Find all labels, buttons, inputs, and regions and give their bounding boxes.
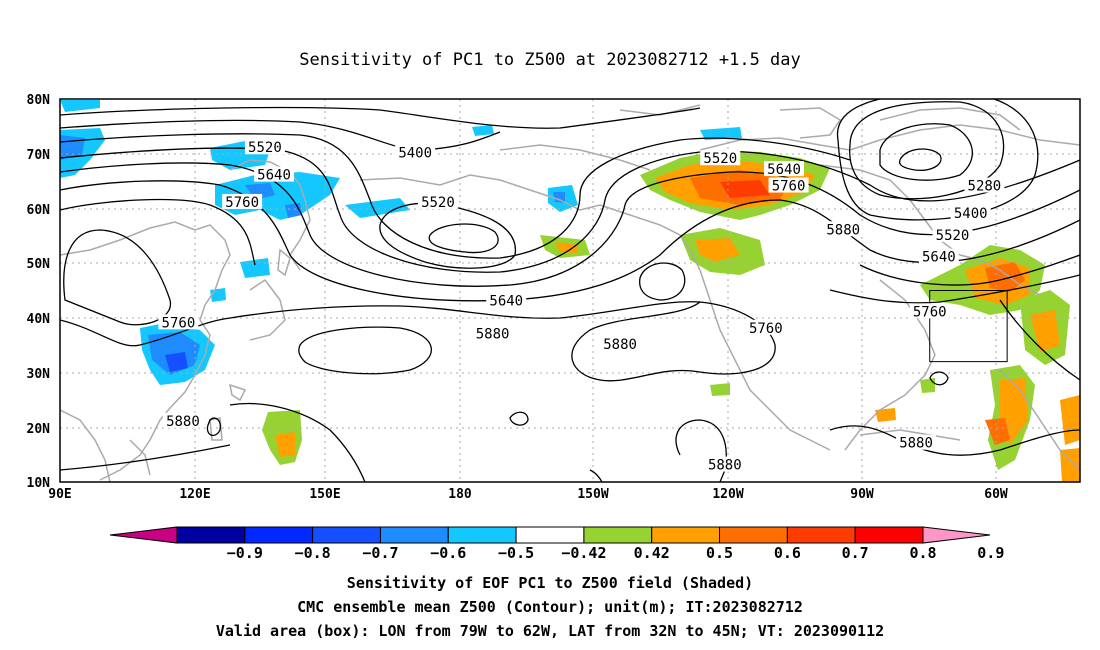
contour-label-bg: [472, 325, 513, 341]
colorbar-labels: −0.9 −0.8 −0.7 −0.6 −0.5 −0.42 0.42 0.5 0.6 0.7 0.…: [227, 544, 1005, 562]
contour-label-bg: [964, 177, 1005, 193]
lat-label-60n: 60N: [27, 203, 51, 218]
colorbar-tick-label: 0.5: [706, 544, 733, 562]
colorbar-segment: [379, 526, 449, 544]
lat-label-40n: 40N: [27, 312, 51, 327]
contour-label: 5760: [749, 321, 783, 337]
lat-label-80n: 80N: [27, 93, 51, 108]
contour-label-bg: [768, 177, 809, 193]
lon-label-120w: 120W: [712, 487, 743, 502]
colorbar-segment: [176, 526, 246, 544]
colorbar-segment: [583, 526, 653, 544]
contour-label: 5760: [913, 304, 947, 320]
colorbar-tick-label: −0.5: [498, 544, 534, 562]
contour-label-bg: [158, 314, 199, 330]
lon-label-90e: 90E: [48, 487, 71, 502]
colorbar-tick-label: 0.42: [634, 544, 670, 562]
colorbar-segment: [515, 526, 585, 544]
caption-contour: CMC ensemble mean Z500 (Contour); unit(m…: [297, 598, 803, 616]
contour-label-bg: [222, 193, 263, 209]
lat-label-10n: 10N: [27, 476, 51, 491]
contour-label: 5880: [603, 337, 637, 353]
contour-label-bg: [417, 193, 458, 209]
contour-label-bg: [909, 303, 950, 319]
lat-label-50n: 50N: [27, 257, 51, 272]
caption-shading: Sensitivity of EOF PC1 to Z500 field (Sh…: [346, 574, 754, 592]
contour-label-bg: [486, 292, 527, 308]
colorbar-tick-label: 0.8: [909, 544, 936, 562]
lon-label-180: 180: [448, 487, 472, 502]
colorbar: [109, 526, 991, 544]
contour-label-bg: [162, 412, 203, 428]
lon-label-150w: 150W: [577, 487, 608, 502]
contour-label-bg: [745, 319, 786, 335]
colorbar-tick-label: −0.8: [295, 544, 331, 562]
colorbar-tick-label: 0.9: [977, 544, 1004, 562]
lon-label-60w: 60W: [984, 487, 1008, 502]
colorbar-tick-label: 0.6: [774, 544, 801, 562]
contour-label: 5400: [954, 206, 988, 222]
colorbar-segment: [786, 526, 856, 544]
colorbar-high-extension: [922, 526, 991, 544]
lat-label-30n: 30N: [27, 367, 51, 382]
contour-label-bg: [918, 248, 959, 264]
lat-label-20n: 20N: [27, 422, 51, 437]
longitude-labels: 90E 120E 150E 180 150W 120W 90W 60W: [48, 487, 1008, 502]
contour-label-bg: [896, 434, 937, 450]
contour-label-bg: [932, 226, 973, 242]
colorbar-tick-label: 0.7: [842, 544, 869, 562]
contour-label: 5400: [398, 146, 432, 162]
contour-label: 5880: [826, 222, 860, 238]
colorbar-segment: [719, 526, 788, 544]
lat-label-70n: 70N: [27, 148, 51, 163]
contour-label: 5760: [225, 195, 259, 211]
contour-label: 5880: [476, 326, 510, 342]
z500-contours: [60, 99, 1080, 482]
colorbar-tick-label: −0.6: [430, 544, 466, 562]
sensitivity-shading: [60, 100, 1080, 482]
contour-label-bg: [704, 456, 745, 472]
contour-label-bg: [600, 336, 641, 352]
lon-label-150e: 150E: [309, 487, 340, 502]
colorbar-segment: [651, 526, 721, 544]
colorbar-segment: [854, 526, 924, 544]
lon-label-120e: 120E: [179, 487, 210, 502]
contour-label: 5640: [489, 293, 523, 309]
contour-label-bg: [764, 161, 805, 177]
contour-label: 5880: [166, 414, 200, 430]
contour-label-bg: [254, 166, 295, 182]
contour-label: 5280: [968, 179, 1002, 195]
caption-valid-area: Valid area (box): LON from 79W to 62W, L…: [215, 622, 885, 640]
map-frame: [59, 98, 1081, 483]
contour-label-bg: [395, 144, 436, 160]
contour-label: 5760: [772, 179, 806, 195]
lon-label-90w: 90W: [850, 487, 874, 502]
latitude-labels: 80N 70N 60N 50N 40N 30N 20N 10N: [27, 93, 51, 491]
colorbar-low-extension: [109, 526, 178, 544]
colorbar-segment: [312, 526, 381, 544]
contour-label: 5640: [767, 162, 801, 178]
contour-label: 5520: [421, 195, 455, 211]
contour-label: 5520: [248, 140, 282, 156]
colorbar-tick-label: −0.42: [561, 544, 606, 562]
colorbar-tick-label: −0.9: [227, 544, 263, 562]
contour-label: 5760: [162, 315, 196, 331]
contour-label-bg: [823, 221, 864, 237]
map-title: Sensitivity of PC1 to Z500 at 2023082712…: [299, 50, 801, 70]
contour-label: 5640: [257, 168, 291, 184]
contour-label: 5520: [703, 151, 737, 167]
contour-label: 5880: [708, 458, 742, 474]
contour-label-bg: [950, 204, 991, 220]
colorbar-segment: [244, 526, 314, 544]
contour-label: 5880: [899, 436, 933, 452]
colorbar-segment: [447, 526, 517, 544]
contour-label: 5640: [922, 250, 956, 266]
colorbar-tick-label: −0.7: [362, 544, 398, 562]
contour-label-bg: [700, 150, 741, 166]
valid-area-box: [929, 290, 1008, 363]
contour-label: 5520: [936, 228, 970, 244]
contour-label-bg: [244, 139, 285, 155]
